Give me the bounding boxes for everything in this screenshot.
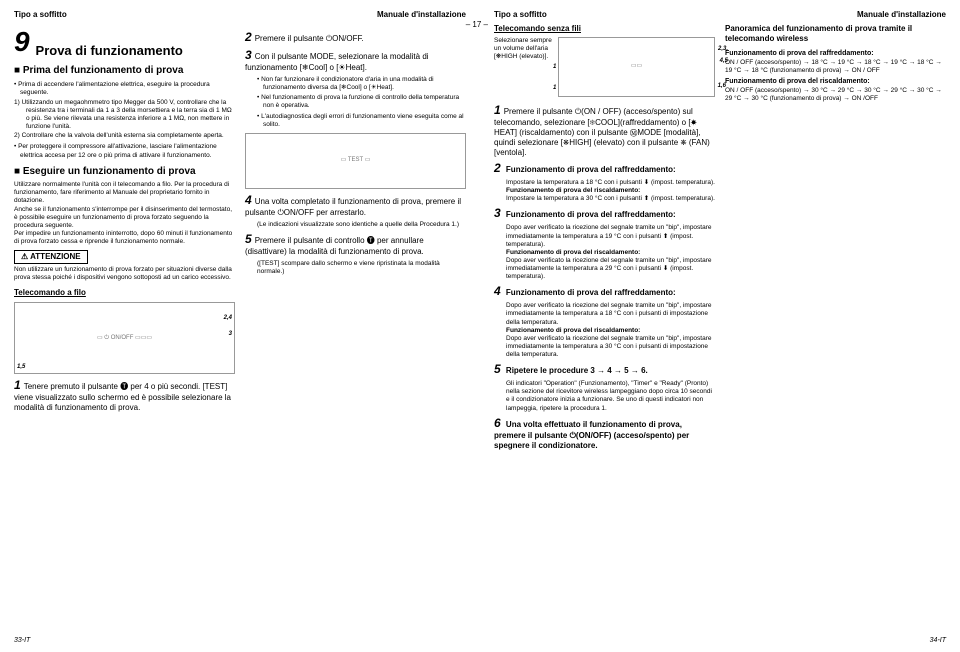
step1: 1Tenere premuto il pulsante 🅣 per 4 o pi… bbox=[14, 378, 235, 413]
wireless-remote-diagram: 1 1 2,3, 4,5 1,6 ▭▭ bbox=[558, 37, 715, 97]
hdr-right: Manuale d'installazione bbox=[377, 10, 466, 20]
sec1-item2: 2) Controllare che la valvola dell'unità… bbox=[14, 132, 235, 140]
col-r2: Panoramica del funzionamento di prova tr… bbox=[725, 24, 946, 644]
r-step2: 2 Funzionamento di prova del raffreddame… bbox=[494, 161, 715, 176]
page-right: Tipo a soffitto Manuale d'installazione … bbox=[480, 0, 960, 652]
col-l2: 2Premere il pulsante ⏻ON/OFF. 3Con il pu… bbox=[245, 24, 466, 644]
columns-right: Telecomando senza fili Selezionare sempr… bbox=[494, 24, 946, 644]
wireless-caption: Selezionare sempre un volume dell'aria [… bbox=[494, 37, 554, 97]
r-step4: 4 Funzionamento di prova del raffreddame… bbox=[494, 284, 715, 299]
step5: 5Premere il pulsante di controllo 🅣 per … bbox=[245, 232, 466, 257]
columns-left: 9 Prova di funzionamento Prima del funzi… bbox=[14, 24, 466, 644]
col-l1: 9 Prova di funzionamento Prima del funzi… bbox=[14, 24, 235, 644]
warning-text: Non utilizzare un funzionamento di prova… bbox=[14, 266, 235, 282]
r-step3: 3 Funzionamento di prova del raffreddame… bbox=[494, 206, 715, 221]
header-right-page: Tipo a soffitto Manuale d'installazione bbox=[494, 10, 946, 20]
overview-cool-t: ON / OFF (acceso/spento) → 18 °C → 19 °C… bbox=[725, 59, 946, 75]
step2: 2Premere il pulsante ⏻ON/OFF. bbox=[245, 30, 466, 45]
diagram-placeholder-icon: ▭ TEST ▭ bbox=[341, 157, 371, 165]
step5-sub: ([TEST] scompare dallo schermo e viene r… bbox=[245, 260, 466, 276]
sec1-intro: Prima di accendere l'alimentazione elett… bbox=[14, 81, 235, 97]
overview-heat-t: ON / OFF (acceso/spento) → 30 °C → 29 °C… bbox=[725, 87, 946, 103]
r-step5: 5 Ripetere le procedure 3 → 4 → 5 → 6. bbox=[494, 362, 715, 377]
r-step6: 6 Una volta effettuato il funzionamento … bbox=[494, 416, 715, 451]
spread: Tipo a soffitto Manuale d'installazione … bbox=[0, 0, 960, 652]
wired-remote-title: Telecomando a filo bbox=[14, 288, 235, 298]
diagram-callouts: 1,5 bbox=[17, 364, 25, 372]
sec1-heading: Prima del funzionamento di prova bbox=[14, 65, 235, 78]
diagram-placeholder-icon: ▭▭ bbox=[631, 63, 642, 71]
step3: 3Con il pulsante MODE, selezionare la mo… bbox=[245, 48, 466, 73]
wireless-fig-row: Selezionare sempre un volume dell'aria [… bbox=[494, 37, 715, 97]
step4: 4Una volta completato il funzionamento d… bbox=[245, 193, 466, 218]
sec2-p2: Anche se il funzionamento s'interrompe p… bbox=[14, 206, 235, 230]
lcd-diagram: ▭ TEST ▭ bbox=[245, 133, 466, 189]
sec2-p1: Utilizzare normalmente l'unità con il te… bbox=[14, 181, 235, 205]
step3-bullets: Non far funzionare il condizionatore d'a… bbox=[245, 76, 466, 129]
diagram-placeholder-icon: ▭ ⏻ ON/OFF ▭▭▭ bbox=[97, 335, 152, 343]
overview-heading: Panoramica del funzionamento di prova tr… bbox=[725, 24, 946, 44]
r-step1: 1Premere il pulsante ⏻(ON / OFF) (acceso… bbox=[494, 103, 715, 158]
sec2-p3: Per impedire un funzionamento ininterrot… bbox=[14, 230, 235, 246]
sec1-item1: 1) Utilizzando un megaohmmetro tipo Megg… bbox=[14, 99, 235, 132]
sec2-heading: Eseguire un funzionamento di prova bbox=[14, 166, 235, 179]
header-left: Tipo a soffitto Manuale d'installazione bbox=[14, 10, 466, 20]
footer-left: 33-IT bbox=[14, 637, 30, 646]
chapter-heading: 9 Prova di funzionamento bbox=[14, 24, 235, 59]
step4-sub: (Le indicazioni visualizzate sono identi… bbox=[245, 221, 466, 229]
col-r1: Telecomando senza fili Selezionare sempr… bbox=[494, 24, 715, 644]
warning-title: ATTENZIONE bbox=[14, 250, 88, 264]
wired-remote-diagram: 1,5 2,4 3 ▭ ⏻ ON/OFF ▭▭▭ bbox=[14, 302, 235, 374]
page-left: Tipo a soffitto Manuale d'installazione … bbox=[0, 0, 480, 652]
hdr-left: Tipo a soffitto bbox=[14, 10, 67, 20]
wireless-title: Telecomando senza fili bbox=[494, 24, 715, 34]
footer-right: 34-IT bbox=[930, 637, 946, 646]
chapter-number: 9 bbox=[14, 24, 30, 59]
hdr-right-r: Manuale d'installazione bbox=[857, 10, 946, 20]
chapter-title: Prova di funzionamento bbox=[36, 43, 183, 58]
overview-cool-h: Funzionamento di prova del raffreddament… bbox=[725, 50, 946, 59]
sec1-note: Per proteggere il compressore all'attiva… bbox=[14, 143, 235, 159]
hdr-left-r: Tipo a soffitto bbox=[494, 10, 547, 20]
overview-heat-h: Funzionamento di prova del riscaldamento… bbox=[725, 78, 946, 87]
